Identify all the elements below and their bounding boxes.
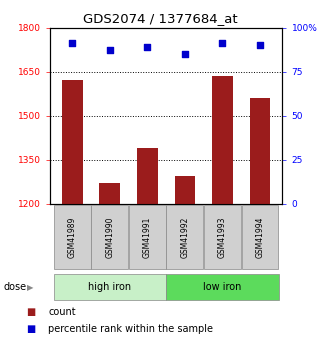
Text: count: count bbox=[48, 307, 76, 317]
Text: percentile rank within the sample: percentile rank within the sample bbox=[48, 325, 213, 334]
FancyBboxPatch shape bbox=[166, 274, 279, 300]
Bar bbox=[137, 148, 158, 204]
Bar bbox=[62, 80, 82, 204]
FancyBboxPatch shape bbox=[242, 205, 278, 269]
FancyBboxPatch shape bbox=[54, 274, 166, 300]
Point bbox=[107, 48, 112, 53]
Text: high iron: high iron bbox=[88, 282, 131, 292]
Text: GSM41990: GSM41990 bbox=[105, 216, 114, 258]
FancyBboxPatch shape bbox=[54, 205, 91, 269]
Text: GSM41991: GSM41991 bbox=[143, 217, 152, 258]
Bar bbox=[212, 76, 233, 204]
Text: ■: ■ bbox=[26, 325, 35, 334]
Bar bbox=[100, 183, 120, 204]
Text: low iron: low iron bbox=[203, 282, 242, 292]
FancyBboxPatch shape bbox=[204, 205, 241, 269]
Text: GSM41993: GSM41993 bbox=[218, 216, 227, 258]
Point bbox=[220, 41, 225, 46]
Text: GSM41992: GSM41992 bbox=[180, 217, 189, 258]
FancyBboxPatch shape bbox=[129, 205, 166, 269]
Point bbox=[145, 44, 150, 50]
Bar bbox=[250, 98, 270, 204]
Bar bbox=[175, 176, 195, 204]
Text: GSM41994: GSM41994 bbox=[256, 216, 265, 258]
FancyBboxPatch shape bbox=[167, 205, 203, 269]
Text: GSM41989: GSM41989 bbox=[68, 217, 77, 258]
Text: ▶: ▶ bbox=[27, 283, 34, 292]
Point bbox=[182, 51, 187, 57]
Point bbox=[70, 41, 75, 46]
Text: ■: ■ bbox=[26, 307, 35, 317]
Text: GDS2074 / 1377684_at: GDS2074 / 1377684_at bbox=[83, 12, 238, 25]
FancyBboxPatch shape bbox=[91, 205, 128, 269]
Point bbox=[257, 42, 263, 48]
Text: dose: dose bbox=[3, 282, 26, 292]
